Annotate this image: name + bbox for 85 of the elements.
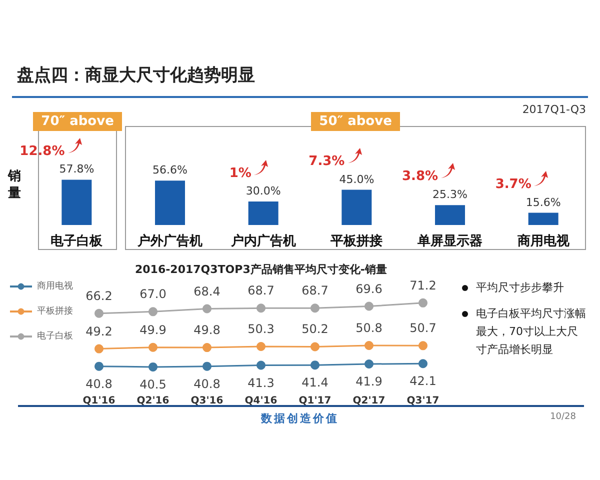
text: 平均尺寸步步攀升 — [476, 280, 565, 296]
data-label: 25.3% — [432, 188, 468, 202]
data-label: 49.9 — [140, 322, 166, 337]
data-label: 40.8 — [86, 376, 112, 391]
x-tick-label: 户外广告机 — [136, 233, 202, 249]
text: 数据创造价值 — [261, 411, 339, 426]
data-label: 57.8% — [59, 162, 94, 176]
chart-title: 2016-2017Q3TOP3产品销售平均尺寸变化-销量 — [135, 263, 387, 276]
point — [202, 343, 212, 352]
point — [310, 342, 320, 352]
data-label: 56.6% — [152, 164, 188, 177]
point — [418, 341, 428, 350]
data-label: 50.8 — [356, 320, 382, 335]
text: 70″ above — [33, 112, 122, 131]
chart-title: 盘点四：商显大尺寸化趋势明显 — [16, 66, 255, 86]
point — [94, 308, 104, 318]
data-label: 49.2 — [86, 324, 112, 338]
x-tick-label: Q2'16 — [136, 396, 170, 406]
data-label: 41.4 — [302, 376, 328, 390]
legend-label: 商用电视 — [37, 280, 73, 292]
data-label: 66.2 — [86, 288, 112, 303]
point — [364, 360, 374, 369]
bar — [155, 180, 185, 225]
x-tick-label: Q1'17 — [298, 396, 332, 406]
text: 12.8% — [20, 144, 65, 159]
data-label: 49.8 — [194, 323, 220, 338]
point — [148, 307, 158, 316]
data-label: 67.0 — [140, 287, 166, 302]
x-tick-label: 商用电视 — [516, 233, 570, 249]
bar — [342, 190, 372, 225]
point — [202, 362, 212, 371]
point — [364, 340, 374, 350]
text: 电子白板平均尺寸涨幅最大，70寸以上大尺寸产品增长明显 — [476, 306, 587, 358]
bar — [62, 180, 92, 225]
text: 50″ above — [311, 112, 400, 131]
x-tick-label: Q3'16 — [190, 396, 224, 406]
x-tick-label: Q4'16 — [244, 396, 278, 406]
bar — [248, 202, 278, 225]
point — [256, 304, 266, 313]
data-label: 45.0% — [339, 172, 374, 186]
x-tick-label: Q3'17 — [406, 396, 440, 406]
point — [418, 359, 428, 368]
point — [256, 360, 266, 370]
point — [148, 342, 158, 352]
bar — [435, 205, 465, 225]
x-tick-label: 电子白板 — [50, 234, 104, 249]
data-label: 68.7 — [302, 284, 328, 298]
data-label: 68.7 — [248, 284, 274, 298]
data-label: 15.6% — [526, 196, 561, 209]
x-tick-label: 户内广告机 — [230, 233, 296, 249]
point — [310, 360, 320, 370]
bar — [528, 212, 558, 225]
y-axis-title: 销量 — [8, 168, 22, 202]
point — [418, 298, 428, 308]
x-tick-label: Q1'16 — [82, 396, 116, 406]
legend-label: 电子白板 — [37, 330, 73, 342]
data-label: 50.2 — [302, 322, 328, 336]
data-label: 69.6 — [356, 282, 382, 296]
data-label: 40.8 — [194, 376, 220, 391]
text: 10/28 — [550, 412, 576, 422]
text: 2017Q1-Q3 — [522, 103, 586, 116]
point — [364, 302, 374, 311]
x-tick-label: Q2'17 — [352, 396, 386, 406]
data-label: 41.9 — [356, 374, 382, 389]
annotation: 1% — [229, 166, 252, 180]
x-tick-label: 单屏显示器 — [416, 233, 482, 249]
data-label: 50.7 — [410, 321, 436, 336]
data-label: 30.0% — [246, 184, 281, 198]
data-label: 40.5 — [140, 377, 166, 392]
annotation: 3.7% — [495, 176, 532, 192]
data-label: 71.2 — [410, 278, 436, 292]
annotation: 3.8% — [402, 169, 438, 184]
point — [148, 362, 158, 372]
x-tick-label: 平板拼接 — [330, 233, 383, 249]
data-label: 50.3 — [248, 322, 274, 336]
point — [310, 304, 320, 313]
point — [94, 362, 104, 371]
legend-label: 平板拼接 — [37, 306, 73, 316]
data-label: 42.1 — [410, 374, 436, 388]
data-label: 68.4 — [194, 284, 220, 298]
point — [94, 344, 104, 354]
data-label: 41.3 — [248, 376, 274, 390]
point — [256, 342, 266, 352]
text: 7.3% — [308, 154, 345, 169]
point — [202, 304, 212, 314]
